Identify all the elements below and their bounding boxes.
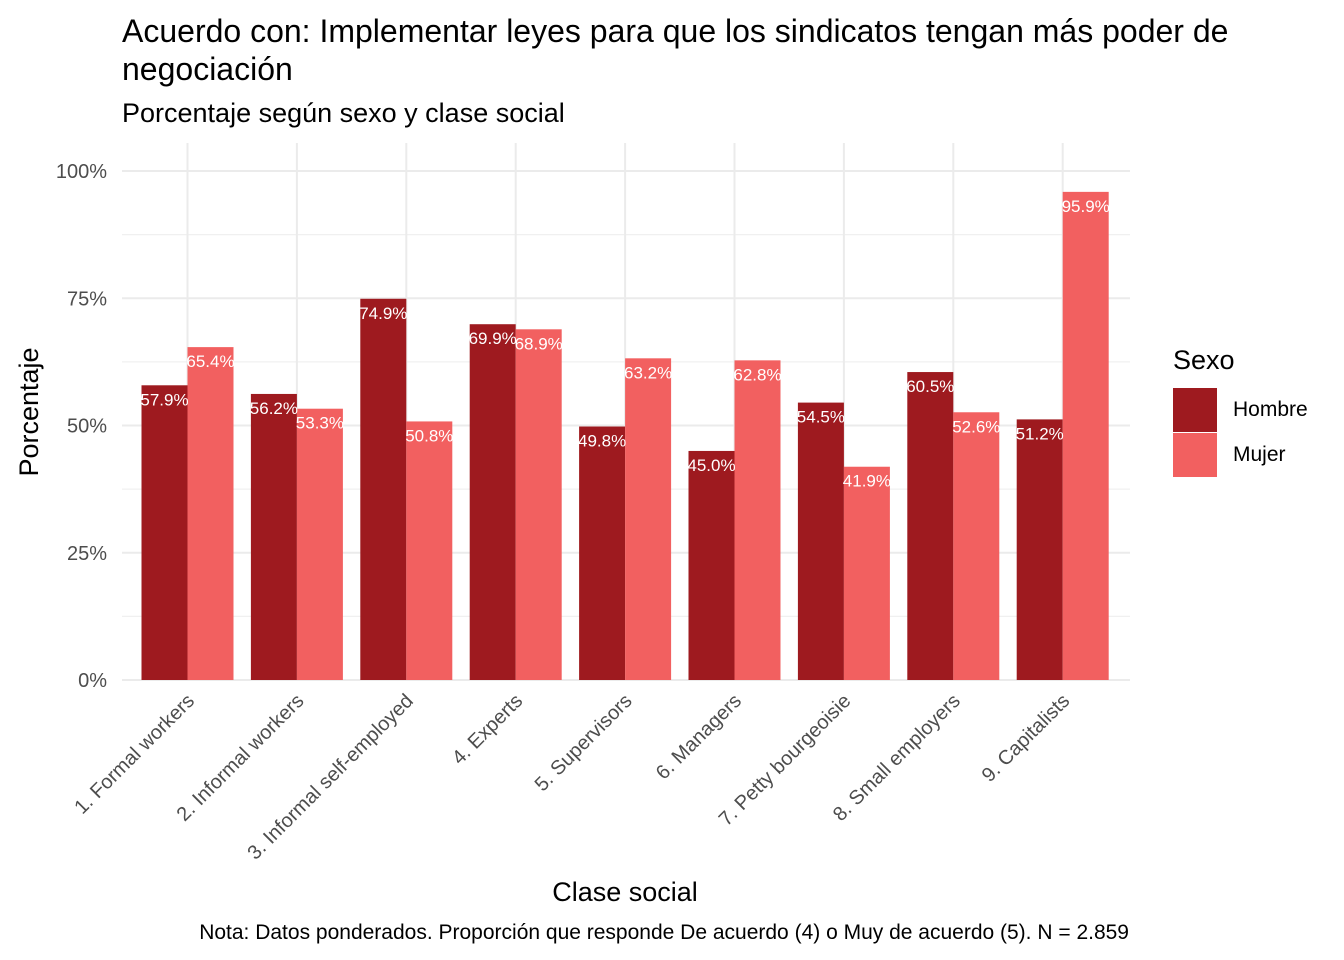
x-tick-label: 1. Formal workers bbox=[70, 690, 199, 819]
bar-mujer bbox=[843, 466, 890, 680]
bar-mujer bbox=[625, 358, 672, 680]
legend-label-hombre: Hombre bbox=[1233, 397, 1308, 421]
y-tick-label: 100% bbox=[56, 161, 107, 183]
bar-hombre bbox=[360, 298, 407, 680]
bar-mujer bbox=[953, 412, 1000, 680]
x-tick-label: 5. Supervisors bbox=[531, 690, 637, 796]
data-label-hombre: 45.0% bbox=[687, 456, 735, 475]
bar-hombre bbox=[250, 393, 297, 680]
data-label-mujer: 41.9% bbox=[843, 472, 891, 491]
chart-caption: Nota: Datos ponderados. Proporción que r… bbox=[199, 921, 1129, 944]
legend-item-hombre: Hombre bbox=[1173, 387, 1308, 432]
data-label-mujer: 52.6% bbox=[952, 417, 1000, 436]
data-label-mujer: 65.4% bbox=[186, 352, 234, 371]
legend-swatch-hombre bbox=[1173, 387, 1217, 432]
bar-hombre bbox=[469, 324, 516, 680]
data-label-mujer: 68.9% bbox=[515, 334, 563, 353]
bar-hombre bbox=[1016, 419, 1063, 680]
bar-hombre bbox=[797, 402, 844, 680]
bar-hombre bbox=[141, 385, 188, 680]
chart-title: Acuerdo con: Implementar leyes para que … bbox=[122, 13, 1229, 87]
bar-mujer bbox=[187, 347, 234, 680]
data-label-mujer: 62.8% bbox=[733, 365, 781, 384]
bar-mujer bbox=[296, 408, 343, 680]
data-label-hombre: 74.9% bbox=[359, 304, 407, 323]
bar-mujer bbox=[406, 421, 453, 680]
bars bbox=[141, 191, 1109, 680]
legend-title: Sexo bbox=[1173, 345, 1235, 375]
x-tick-label: 4. Experts bbox=[448, 690, 527, 769]
y-tick-label: 50% bbox=[67, 416, 107, 438]
y-tick-label: 25% bbox=[67, 543, 107, 565]
bar-hombre bbox=[579, 426, 626, 680]
y-tick-label: 0% bbox=[78, 670, 107, 692]
chart-subtitle: Porcentaje según sexo y clase social bbox=[122, 98, 565, 128]
data-label-mujer: 53.3% bbox=[296, 414, 344, 433]
data-label-hombre: 56.2% bbox=[250, 399, 298, 418]
data-label-hombre: 69.9% bbox=[469, 329, 517, 348]
data-label-hombre: 54.5% bbox=[797, 408, 845, 427]
data-label-mujer: 95.9% bbox=[1062, 197, 1110, 216]
bar-hombre bbox=[907, 372, 954, 680]
y-axis-title: Porcentaje bbox=[14, 347, 44, 476]
data-label-mujer: 63.2% bbox=[624, 363, 672, 382]
data-label-hombre: 49.8% bbox=[578, 432, 626, 451]
bar-mujer bbox=[734, 360, 781, 680]
legend-swatch-mujer bbox=[1173, 432, 1217, 477]
legend-item-mujer: Mujer bbox=[1173, 432, 1308, 477]
legend: Sexo Hombre Mujer bbox=[1173, 343, 1308, 477]
x-tick-label: 6. Managers bbox=[652, 690, 746, 784]
bar-mujer bbox=[1062, 191, 1109, 680]
bar-mujer bbox=[515, 329, 562, 680]
data-label-hombre: 60.5% bbox=[906, 377, 954, 396]
data-labels: 57.9% 56.2% 74.9% 69.9% 49.8% 45.0% 54.5% 60.5%… bbox=[140, 197, 1109, 491]
x-tick-label: 9. Capitalists bbox=[978, 690, 1075, 787]
x-axis-title: Clase social bbox=[552, 877, 698, 907]
legend-label-mujer: Mujer bbox=[1233, 442, 1286, 466]
data-label-hombre: 51.2% bbox=[1016, 424, 1064, 443]
y-tick-label: 75% bbox=[67, 288, 107, 310]
bar-hombre bbox=[688, 450, 735, 680]
y-axis: 0% 25% 50% 75% 100% bbox=[56, 161, 107, 692]
data-label-mujer: 50.8% bbox=[405, 426, 453, 445]
data-label-hombre: 57.9% bbox=[140, 390, 188, 409]
